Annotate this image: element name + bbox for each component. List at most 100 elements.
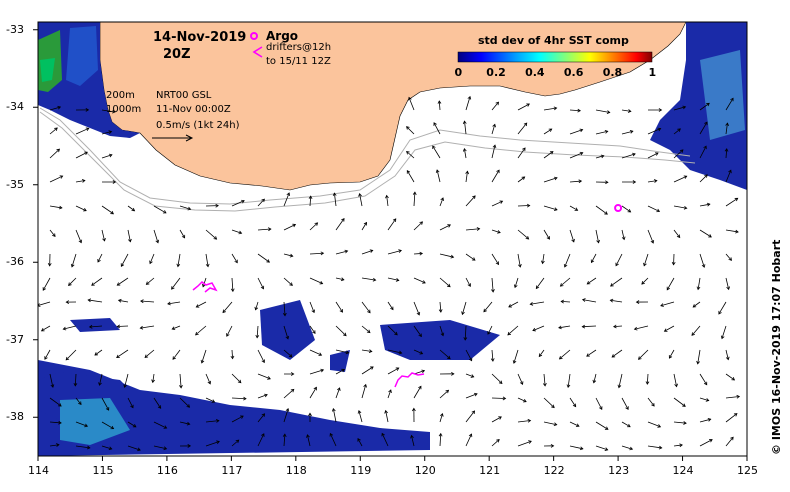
current-vector-head (708, 234, 712, 238)
current-vector-head (435, 169, 440, 173)
current-vector-head (496, 169, 500, 174)
current-vector (89, 325, 103, 328)
current-vector (71, 253, 77, 267)
current-vector-head (518, 264, 522, 268)
current-vector-head (282, 312, 287, 317)
current-vector-head (519, 381, 524, 386)
current-vector-head (108, 153, 113, 158)
current-vector-head (709, 439, 713, 443)
current-vector (179, 373, 182, 388)
current-vector-head (579, 151, 584, 156)
current-vector (283, 325, 289, 339)
current-vector-head (629, 446, 634, 451)
current-vector (647, 152, 659, 159)
current-vector (593, 373, 597, 383)
current-vector-head (329, 432, 334, 437)
current-vector-head (553, 106, 558, 111)
current-vector-head (447, 355, 451, 360)
current-vector (413, 253, 423, 255)
current-vector (647, 180, 657, 183)
current-vector (673, 128, 681, 135)
current-vector (586, 349, 597, 357)
current-vector (413, 370, 425, 375)
current-vector (387, 367, 399, 375)
current-vector-head (471, 410, 476, 415)
current-vector (171, 277, 181, 290)
current-vector-head (653, 179, 658, 183)
current-vector-head (151, 379, 155, 384)
current-vector-head (535, 285, 540, 290)
current-vector-head (523, 398, 527, 403)
current-vector-head (611, 354, 616, 358)
current-vector (335, 218, 345, 231)
current-vector (569, 397, 577, 407)
current-vector (387, 389, 392, 399)
current-vector (595, 109, 610, 113)
current-vector (140, 325, 155, 329)
current-vector (101, 109, 116, 113)
current-vector (385, 410, 389, 423)
current-vector-head (462, 120, 467, 125)
current-vector-head (703, 381, 708, 386)
current-vector-head (683, 421, 687, 425)
current-vector-head (215, 203, 219, 208)
current-vector (205, 441, 220, 447)
current-vector-head (419, 351, 424, 355)
current-vector-head (319, 280, 324, 285)
current-vector (673, 373, 677, 387)
current-vector-head (266, 259, 270, 263)
current-vector-head (130, 404, 134, 409)
current-vector (697, 277, 701, 290)
argo-legend-symbol (250, 32, 258, 40)
current-vector-head (337, 387, 341, 391)
current-vector (542, 253, 545, 264)
colorbar-bar (457, 51, 653, 63)
current-vector-head (499, 200, 504, 204)
current-vector (257, 198, 265, 207)
x-tick-label: 121 (479, 464, 501, 477)
current-vector-head (632, 180, 637, 184)
current-vector (439, 325, 444, 336)
current-vector-head (674, 383, 678, 388)
current-vector-head (372, 277, 377, 282)
x-tick-label: 120 (414, 464, 436, 477)
current-vector-head (392, 218, 397, 222)
current-vector-head (357, 410, 362, 414)
current-vector-head (438, 432, 443, 437)
current-vector (101, 445, 112, 450)
x-tick-label: 125 (737, 464, 758, 477)
colorbar-tick-label: 0.4 (525, 66, 545, 79)
current-vector-head (261, 413, 266, 417)
current-vector-head (42, 287, 47, 291)
current-vector (361, 349, 372, 352)
current-vector (332, 408, 337, 423)
current-vector (543, 177, 558, 183)
current-vector (725, 197, 738, 207)
current-vector-head (604, 129, 609, 134)
current-vector-head (332, 192, 337, 196)
current-vector-head (468, 433, 473, 438)
current-vector-head (78, 401, 82, 406)
current-vector (621, 130, 633, 135)
current-vector (406, 151, 415, 159)
current-vector-head (179, 384, 183, 389)
current-vector-head (366, 329, 371, 334)
current-vector-head (704, 121, 708, 126)
current-vector-head (487, 331, 491, 335)
current-vector (725, 253, 732, 261)
current-vector-head (238, 230, 243, 235)
current-vector-head (171, 286, 175, 290)
current-vector (559, 349, 571, 360)
current-vector-head (679, 443, 683, 448)
current-vector-head (654, 152, 659, 156)
current-vector (381, 433, 389, 447)
current-vector (333, 193, 337, 207)
current-vector-head (116, 282, 121, 286)
current-vector (491, 373, 503, 384)
current-vector-head (116, 324, 121, 329)
current-vector (725, 349, 729, 360)
current-vector-head (604, 447, 609, 451)
current-vector (42, 277, 51, 291)
current-vector-head (590, 259, 595, 264)
current-vector (647, 445, 662, 449)
